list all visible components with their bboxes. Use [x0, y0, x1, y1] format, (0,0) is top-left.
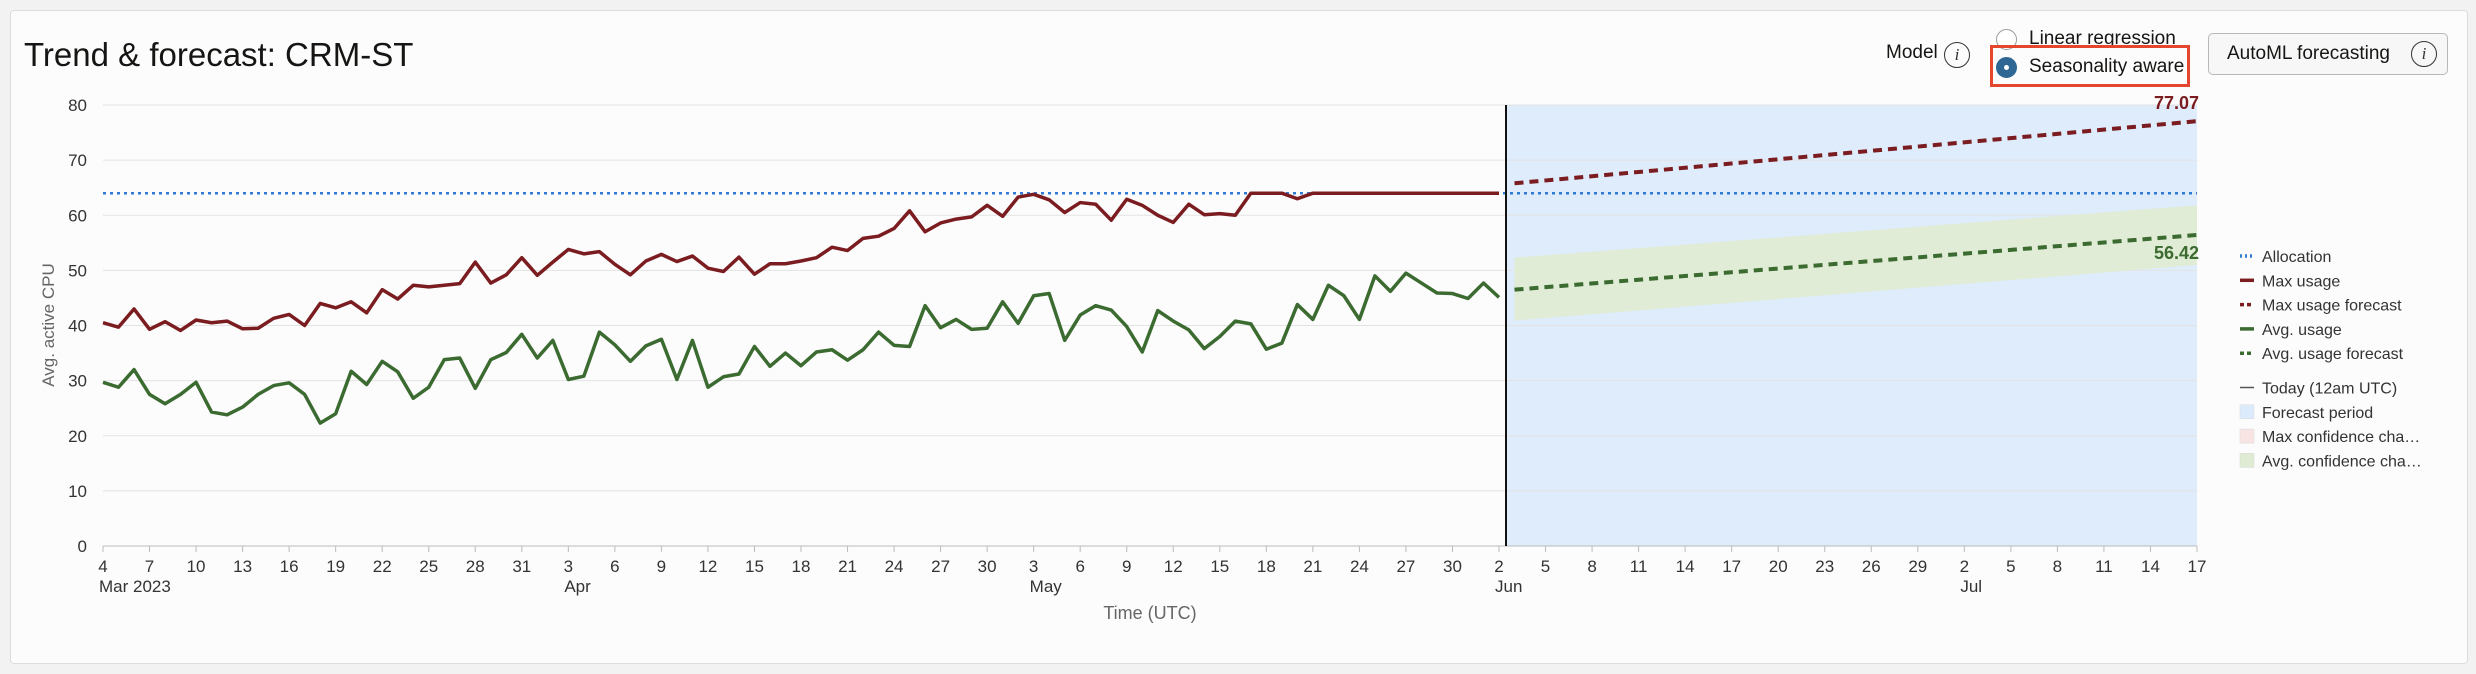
x-tick-label: 8	[1587, 557, 1596, 576]
legend-label: Allocation	[2262, 249, 2331, 266]
x-tick-label: 10	[187, 557, 206, 576]
x-tick-label: 22	[373, 557, 392, 576]
legend-label: Avg. usage forecast	[2262, 346, 2404, 363]
radio-seasonality-aware-label: Seasonality aware	[2029, 56, 2185, 77]
x-tick-label: 7	[145, 557, 154, 576]
x-tick-label: 19	[326, 557, 345, 576]
x-tick-label: 29	[1908, 557, 1927, 576]
x-tick-label: 24	[885, 557, 904, 576]
x-tick-label: 15	[1210, 557, 1229, 576]
automl-forecasting-button[interactable]: AutoML forecasting i	[2208, 33, 2448, 75]
x-tick-label: 6	[1075, 557, 1084, 576]
avg-confidence-band	[1514, 205, 2197, 321]
x-tick-label: 5	[2006, 557, 2015, 576]
x-month-label: Jun	[1495, 577, 1522, 596]
x-tick-label: 27	[1396, 557, 1415, 576]
x-tick-label: 8	[2053, 557, 2062, 576]
y-tick-label: 50	[68, 261, 87, 280]
page-title: Trend & forecast: CRM-ST	[24, 36, 414, 73]
x-tick-label: 25	[419, 557, 438, 576]
x-tick-label: 9	[1122, 557, 1131, 576]
legend-label: Today (12am UTC)	[2262, 381, 2397, 398]
legend-label: Forecast period	[2262, 405, 2373, 422]
x-tick-label: 21	[838, 557, 857, 576]
legend-swatch	[2239, 404, 2255, 420]
y-tick-label: 20	[68, 427, 87, 446]
legend-label: Max confidence cha…	[2262, 429, 2420, 446]
radio-seasonality-aware[interactable]: Seasonality aware	[1996, 54, 2184, 80]
x-tick-label: 15	[745, 557, 764, 576]
x-tick-label: 21	[1303, 557, 1322, 576]
legend-swatch	[2239, 428, 2255, 444]
y-tick-label: 40	[68, 317, 87, 336]
x-tick-label: 31	[512, 557, 531, 576]
x-tick-label: 3	[1029, 557, 1038, 576]
avg-usage-forecast-line	[1514, 232, 2198, 292]
legend-swatch	[2239, 453, 2255, 468]
x-month-label: Apr	[564, 577, 591, 596]
x-tick-label: 3	[564, 557, 573, 576]
x-tick-label: 12	[1164, 557, 1183, 576]
max-usage-forecast-line	[1514, 119, 2198, 186]
y-tick-label: 70	[68, 151, 87, 170]
x-tick-label: 13	[233, 557, 252, 576]
x-month-label: Jul	[1960, 577, 1982, 596]
legend-label: Avg. usage	[2262, 322, 2342, 339]
model-label: Model	[1886, 42, 1938, 63]
x-month-label: May	[1030, 577, 1063, 596]
avg-forecast-end-label: 56.42	[2154, 243, 2199, 263]
legend-label: Max usage	[2262, 273, 2340, 290]
x-tick-label: 16	[280, 557, 299, 576]
max-usage-line	[102, 191, 1499, 333]
x-tick-label: 18	[792, 557, 811, 576]
x-tick-label: 26	[1862, 557, 1881, 576]
legend-label: Avg. confidence cha…	[2262, 453, 2422, 470]
radio-selected-icon	[1996, 56, 2017, 78]
avg-usage-line	[102, 271, 1501, 425]
x-tick-label: 27	[931, 557, 950, 576]
x-tick-label: 6	[610, 557, 619, 576]
y-tick-label: 0	[78, 537, 87, 556]
x-tick-label: 24	[1350, 557, 1369, 576]
y-axis-label: Avg. active CPU	[39, 263, 58, 386]
radio-linear-regression[interactable]: Linear regression	[1996, 26, 2176, 52]
x-tick-label: 20	[1769, 557, 1788, 576]
x-tick-label: 11	[2095, 557, 2113, 576]
y-tick-label: 10	[68, 482, 87, 501]
x-tick-label: 28	[466, 557, 485, 576]
model-info-icon[interactable]: i	[1944, 42, 1970, 68]
radio-linear-regression-label: Linear regression	[2029, 28, 2176, 49]
x-tick-label: 30	[1443, 557, 1462, 576]
x-tick-label: 9	[657, 557, 666, 576]
x-tick-label: 11	[1630, 557, 1648, 576]
automl-forecasting-label: AutoML forecasting	[2227, 43, 2390, 64]
x-tick-label: 5	[1541, 557, 1550, 576]
x-tick-label: 17	[1722, 557, 1741, 576]
x-tick-label: 17	[2188, 557, 2207, 576]
x-tick-label: 2	[1494, 557, 1503, 576]
x-tick-label: 4	[98, 557, 107, 576]
y-tick-label: 30	[68, 372, 87, 391]
y-tick-label: 60	[68, 206, 87, 225]
max-forecast-end-label: 77.07	[2154, 93, 2199, 113]
x-tick-label: 2	[1960, 557, 1969, 576]
selection-highlight-box	[1990, 45, 2190, 87]
y-tick-label: 80	[68, 96, 87, 115]
radio-unselected-icon	[1996, 28, 2017, 50]
x-month-label: Mar 2023	[99, 577, 171, 596]
x-axis-label: Time (UTC)	[1103, 603, 1196, 623]
x-tick-label: 18	[1257, 557, 1276, 576]
x-tick-label: 14	[2141, 557, 2160, 576]
x-tick-label: 12	[698, 557, 717, 576]
automl-info-icon[interactable]: i	[2411, 41, 2437, 67]
x-tick-label: 30	[978, 557, 997, 576]
x-tick-label: 23	[1815, 557, 1834, 576]
legend-label: Max usage forecast	[2262, 298, 2402, 315]
x-tick-label: 14	[1676, 557, 1695, 576]
